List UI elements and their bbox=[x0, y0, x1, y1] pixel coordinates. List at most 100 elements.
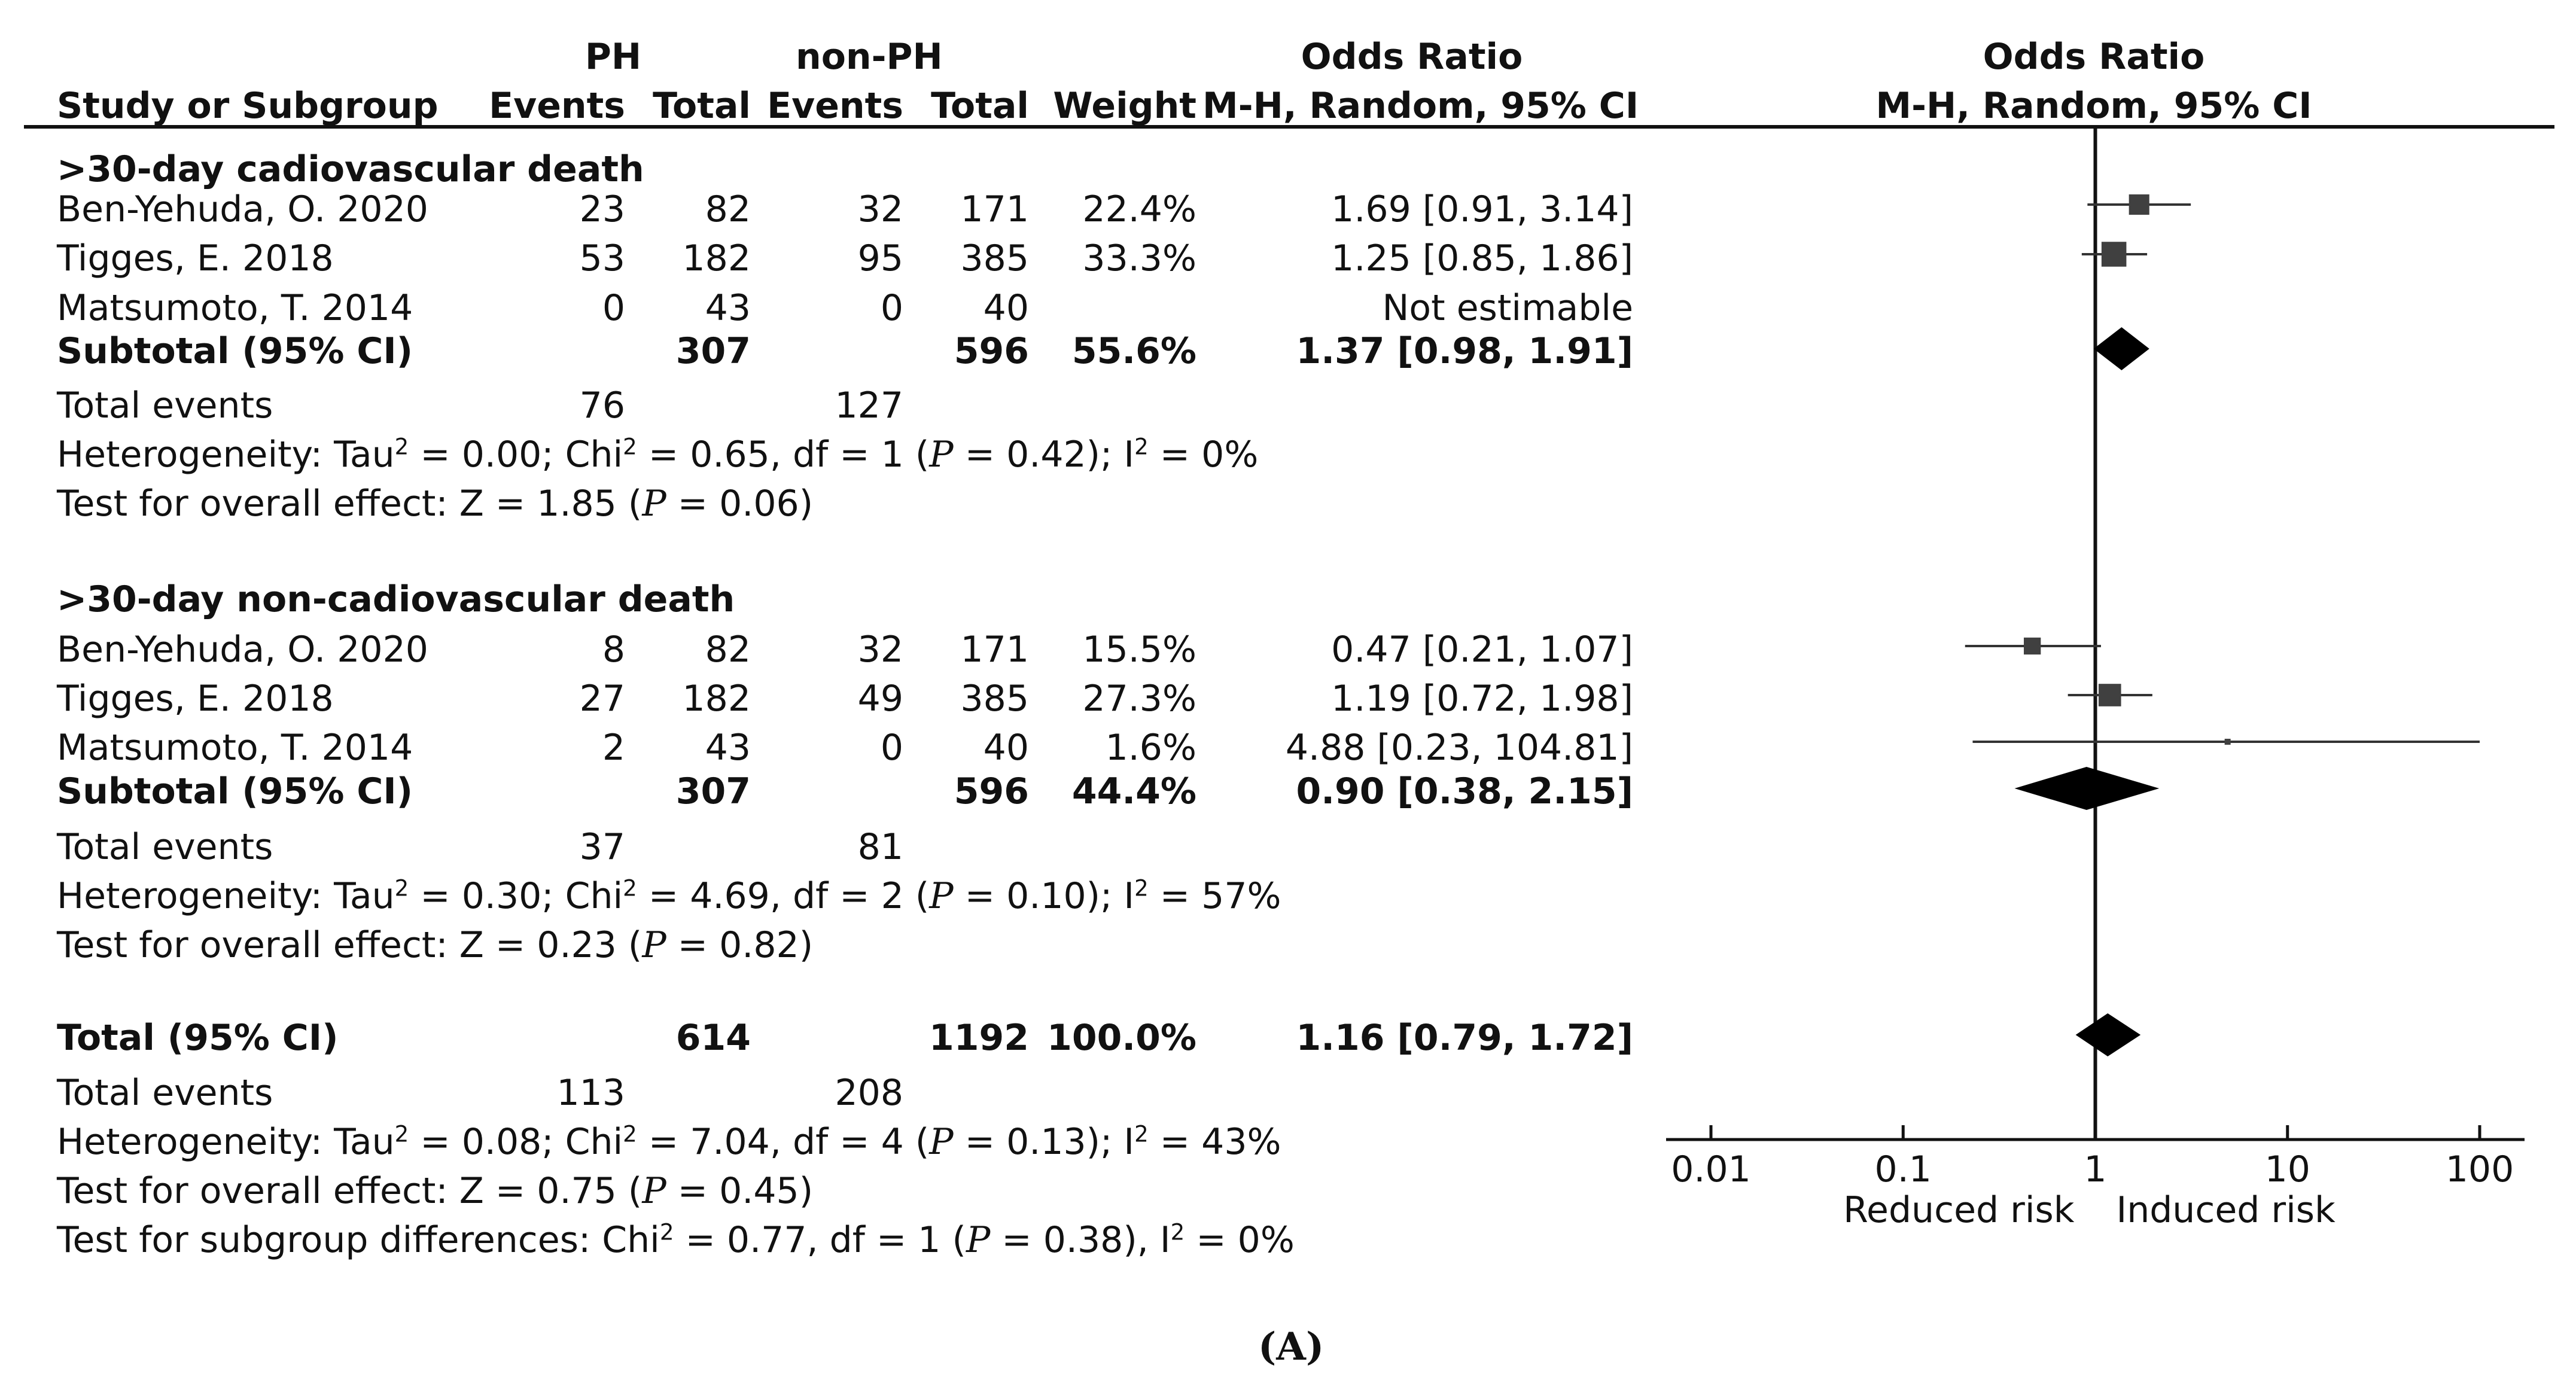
total-events-label: Total events bbox=[57, 826, 273, 868]
nonph-total: 40 bbox=[983, 287, 1029, 329]
nonph-total: 40 bbox=[983, 727, 1029, 769]
subtotal-ci: 1.37 [0.98, 1.91] bbox=[1296, 330, 1633, 372]
study-name: Tigges, E. 2018 bbox=[57, 237, 334, 279]
subgroup-differences-test: Test for subgroup differences: Chi2 = 0.… bbox=[57, 1219, 1295, 1261]
heterogeneity-stats: Heterogeneity: Tau2 = 0.30; Chi2 = 4.69,… bbox=[57, 875, 1281, 917]
ph-total: 182 bbox=[682, 237, 751, 279]
x-axis-tick-label: 10 bbox=[2265, 1149, 2310, 1190]
study-name: Ben-Yehuda, O. 2020 bbox=[57, 629, 428, 671]
subtotal-ph-total: 307 bbox=[675, 330, 751, 372]
forest-plot-area: 0.01 0.1 1 10 100 Reduced risk Induced risk bbox=[1666, 127, 2525, 1231]
ph-events: 53 bbox=[579, 237, 625, 279]
ph-events: 0 bbox=[602, 287, 625, 329]
total-ph-total: 614 bbox=[675, 1017, 751, 1059]
study-name: Tigges, E. 2018 bbox=[57, 678, 334, 720]
total-events-nonph: 81 bbox=[857, 826, 903, 868]
study-weight: 1.6% bbox=[1105, 727, 1196, 769]
nonph-total: 171 bbox=[960, 188, 1029, 230]
total-label: Total (95% CI) bbox=[57, 1017, 339, 1059]
total-events-ph: 76 bbox=[579, 385, 625, 427]
nonph-total-header: Total bbox=[931, 85, 1029, 127]
nonph-total: 385 bbox=[960, 678, 1029, 720]
study-weight: 22.4% bbox=[1082, 188, 1196, 230]
x-axis-tick-label: 1 bbox=[2084, 1149, 2106, 1190]
ph-events: 2 bbox=[602, 727, 625, 769]
plot-method-header: M-H, Random, 95% CI bbox=[1875, 85, 2312, 127]
heterogeneity-stats: Heterogeneity: Tau2 = 0.00; Chi2 = 0.65,… bbox=[57, 433, 1259, 476]
ph-total: 182 bbox=[682, 678, 751, 720]
study-column-header: Study or Subgroup bbox=[57, 85, 439, 127]
study-point-estimate bbox=[2023, 637, 2041, 655]
ph-total: 43 bbox=[705, 287, 751, 329]
effect-method-header: M-H, Random, 95% CI bbox=[1202, 85, 1639, 127]
plot-column-title: Odds Ratio bbox=[1983, 36, 2205, 78]
study-weight: 15.5% bbox=[1082, 629, 1196, 671]
total-ci: 1.16 [0.79, 1.72] bbox=[1296, 1017, 1633, 1059]
study-ci: 4.88 [0.23, 104.81] bbox=[1285, 727, 1633, 769]
total-events-label: Total events bbox=[57, 1072, 273, 1114]
pooled-estimate-diamond bbox=[2075, 1013, 2141, 1056]
weight-header: Weight bbox=[1053, 85, 1196, 127]
subtotal-weight: 55.6% bbox=[1071, 330, 1196, 372]
study-ci: 1.69 [0.91, 3.14] bbox=[1331, 188, 1633, 230]
ph-events: 8 bbox=[602, 629, 625, 671]
subtotal-nonph-total: 596 bbox=[954, 770, 1029, 812]
ph-total-header: Total bbox=[653, 85, 751, 127]
total-events-nonph: 208 bbox=[835, 1072, 903, 1114]
total-events-label: Total events bbox=[57, 385, 273, 427]
study-point-estimate bbox=[2098, 684, 2121, 706]
study-name: Matsumoto, T. 2014 bbox=[57, 727, 413, 769]
x-axis-tick-label: 0.1 bbox=[1875, 1149, 1932, 1190]
heterogeneity-stats: Heterogeneity: Tau2 = 0.08; Chi2 = 7.04,… bbox=[57, 1120, 1281, 1163]
ph-group-header: PH bbox=[584, 36, 642, 78]
study-ci: 0.47 [0.21, 1.07] bbox=[1331, 629, 1633, 671]
nonph-events: 0 bbox=[880, 287, 903, 329]
x-axis-tick-label: 0.01 bbox=[1671, 1149, 1751, 1190]
x-axis-tick-label: 100 bbox=[2446, 1149, 2514, 1190]
nonph-events: 32 bbox=[857, 629, 903, 671]
nonph-events: 49 bbox=[857, 678, 903, 720]
study-name: Ben-Yehuda, O. 2020 bbox=[57, 188, 428, 230]
figure-panel-label: (A) bbox=[1258, 1324, 1324, 1369]
study-ci: Not estimable bbox=[1382, 287, 1633, 329]
subgroup-title: >30-day cadiovascular death bbox=[57, 148, 644, 190]
subgroup-title: >30-day non-cadiovascular death bbox=[57, 578, 735, 620]
pooled-estimate-diamond bbox=[2014, 767, 2160, 810]
study-point-estimate bbox=[2224, 739, 2231, 745]
subtotal-label: Subtotal (95% CI) bbox=[57, 330, 413, 372]
ph-events: 27 bbox=[579, 678, 625, 720]
total-weight: 100.0% bbox=[1047, 1017, 1196, 1059]
ph-total: 82 bbox=[705, 629, 751, 671]
nonph-events-header: Events bbox=[767, 85, 903, 127]
nonph-events: 0 bbox=[880, 727, 903, 769]
study-name: Matsumoto, T. 2014 bbox=[57, 287, 413, 329]
total-events-ph: 113 bbox=[556, 1072, 625, 1114]
ph-total: 43 bbox=[705, 727, 751, 769]
nonph-events: 95 bbox=[857, 237, 903, 279]
total-events-ph: 37 bbox=[579, 826, 625, 868]
x-label-induced-risk: Induced risk bbox=[2117, 1189, 2336, 1231]
pooled-estimate-diamond bbox=[2093, 327, 2149, 370]
total-events-nonph: 127 bbox=[835, 385, 903, 427]
ph-total: 82 bbox=[705, 188, 751, 230]
subtotal-ph-total: 307 bbox=[675, 770, 751, 812]
nonph-events: 32 bbox=[857, 188, 903, 230]
subtotal-nonph-total: 596 bbox=[954, 330, 1029, 372]
total-nonph-total: 1192 bbox=[929, 1017, 1029, 1059]
nonph-total: 385 bbox=[960, 237, 1029, 279]
study-weight: 27.3% bbox=[1082, 678, 1196, 720]
overall-effect-test: Test for overall effect: Z = 0.75 (P = 0… bbox=[57, 1170, 814, 1212]
effect-column-title: Odds Ratio bbox=[1301, 36, 1523, 78]
nonph-total: 171 bbox=[960, 629, 1029, 671]
subtotal-ci: 0.90 [0.38, 2.15] bbox=[1296, 770, 1633, 812]
nonph-group-header: non-PH bbox=[796, 36, 943, 78]
study-ci: 1.19 [0.72, 1.98] bbox=[1331, 678, 1633, 720]
overall-effect-test: Test for overall effect: Z = 0.23 (P = 0… bbox=[57, 924, 814, 966]
subtotal-weight: 44.4% bbox=[1071, 770, 1196, 812]
ph-events: 23 bbox=[579, 188, 625, 230]
ph-events-header: Events bbox=[489, 85, 625, 127]
subtotal-label: Subtotal (95% CI) bbox=[57, 770, 413, 812]
x-label-reduced-risk: Reduced risk bbox=[1843, 1189, 2075, 1231]
